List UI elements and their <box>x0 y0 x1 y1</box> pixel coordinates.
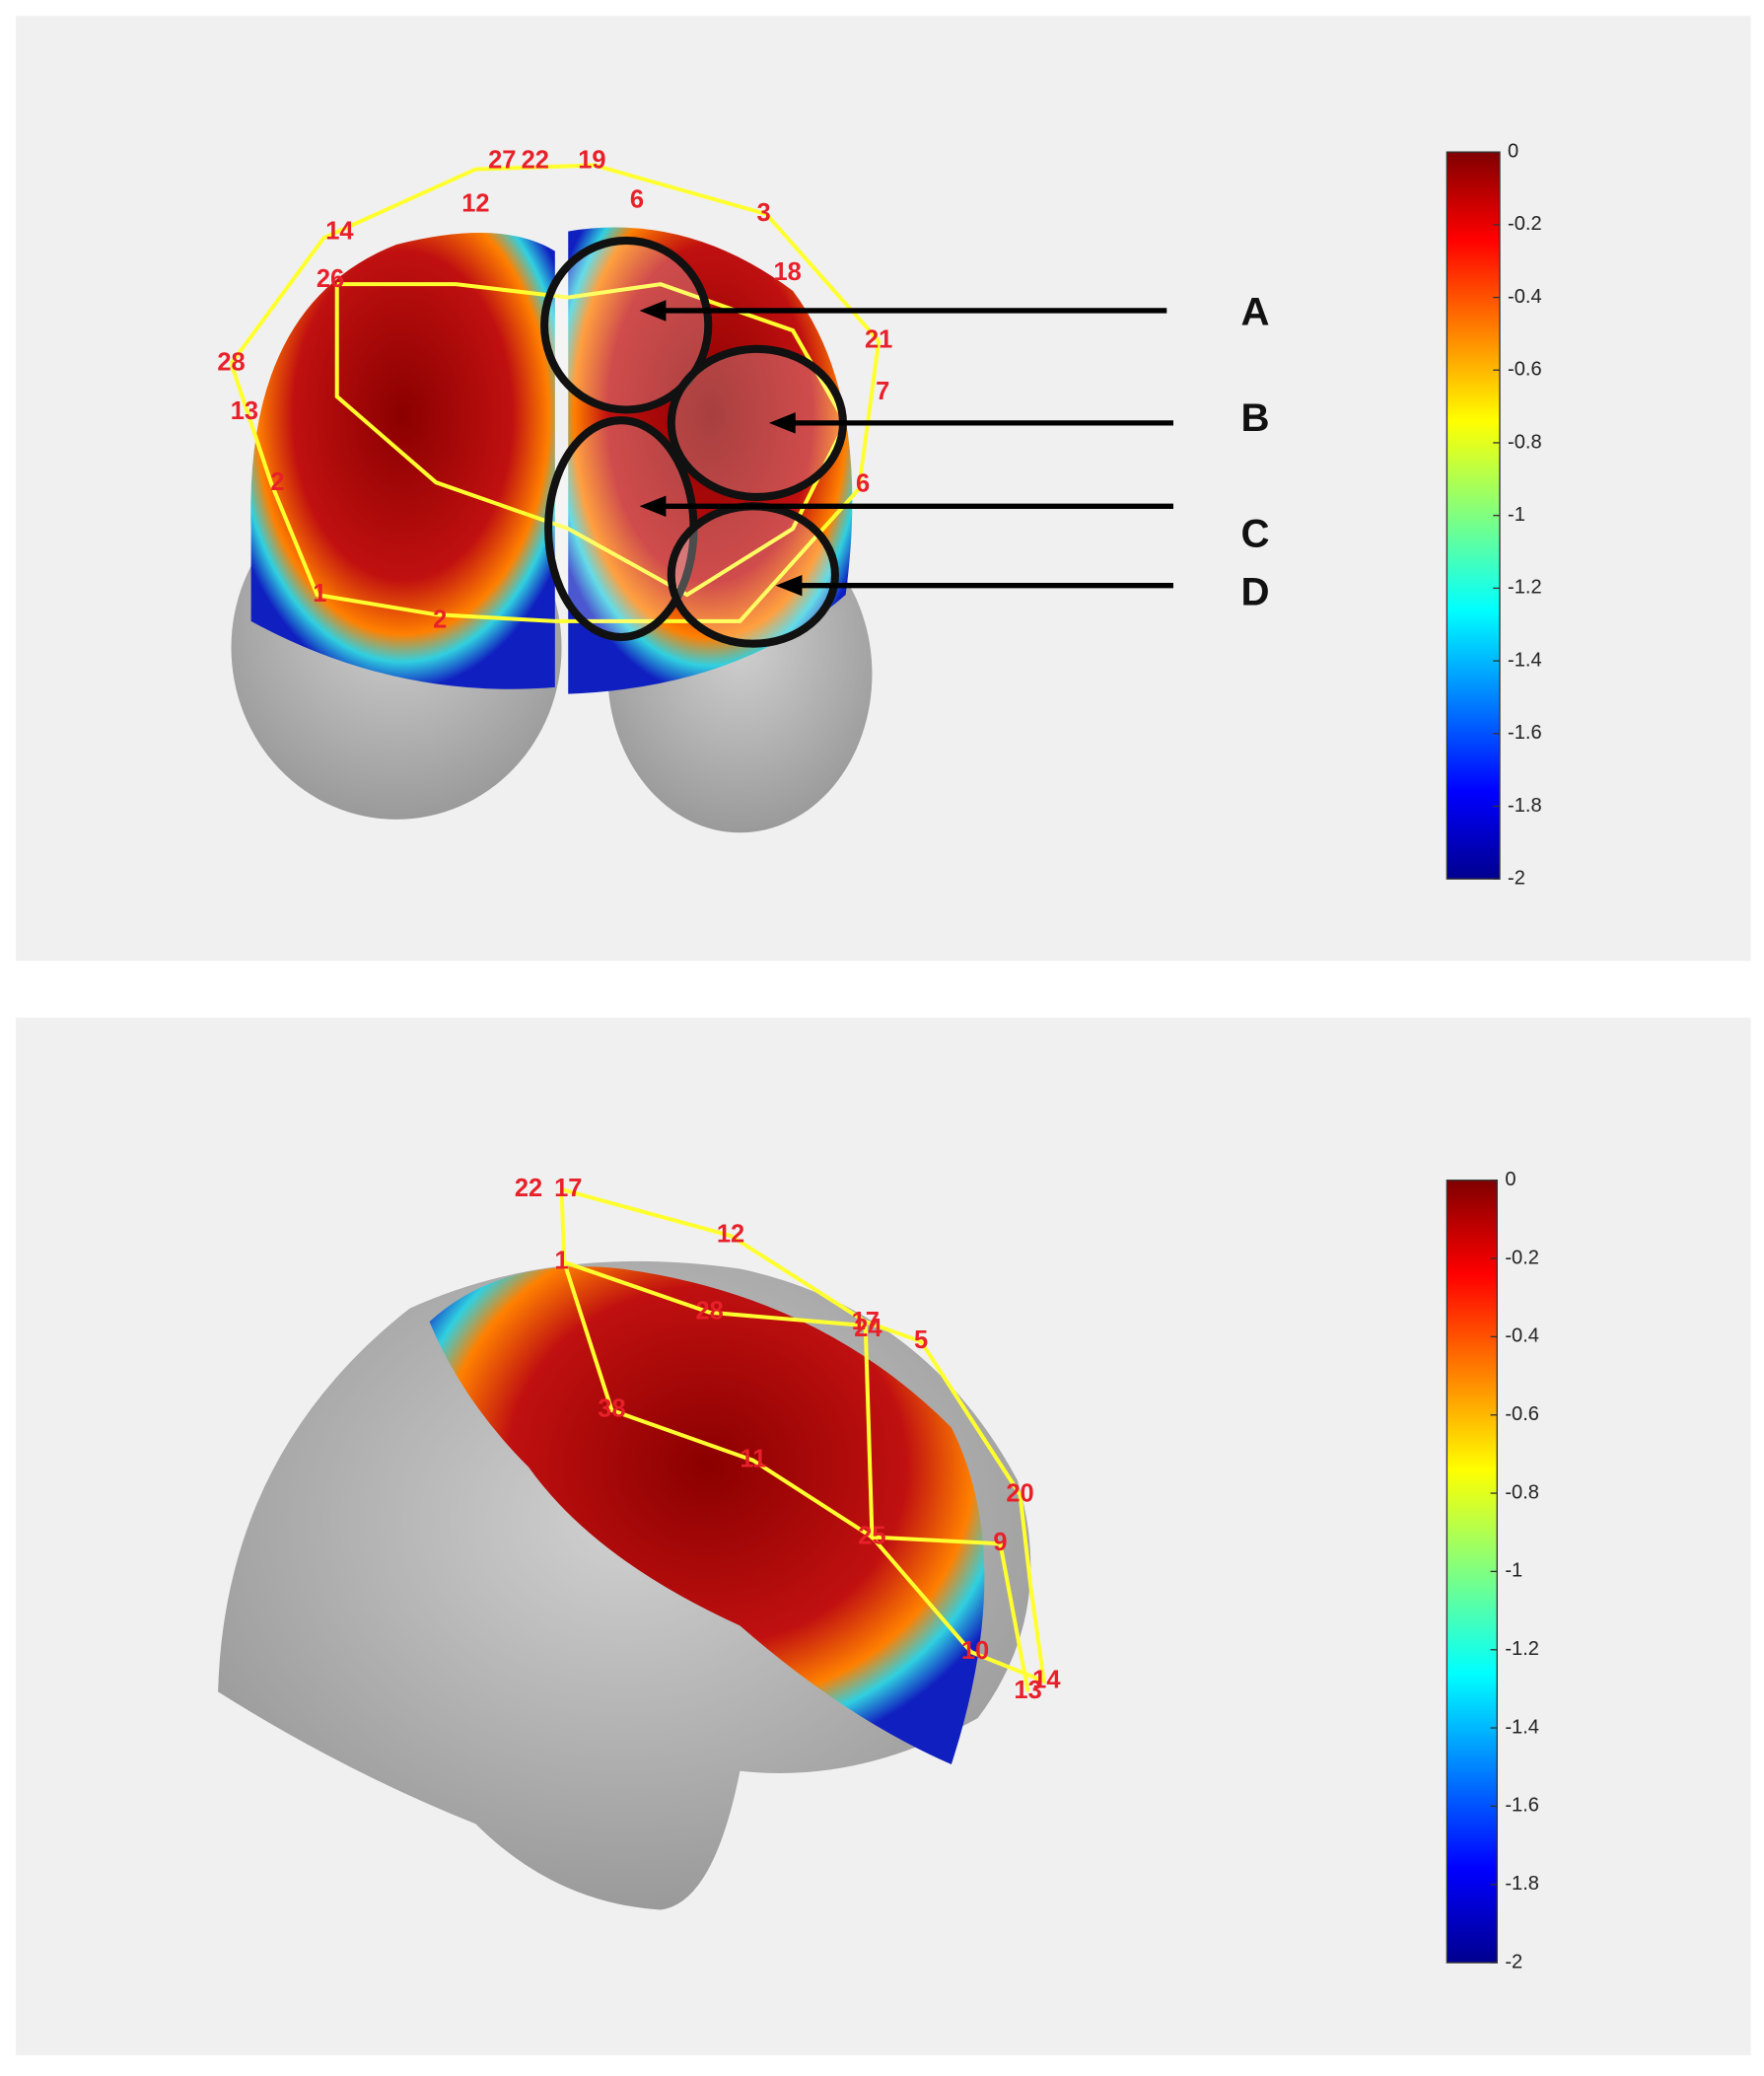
channel-label: 28 <box>217 348 245 376</box>
colorbar-tick-label: -2 <box>1505 1951 1522 1972</box>
channel-label: 38 <box>598 1396 625 1423</box>
region-label: D <box>1241 570 1270 614</box>
region-label: A <box>1241 290 1270 334</box>
channel-label: 14 <box>325 218 354 246</box>
colorbar-tick-label: -1.4 <box>1505 1716 1539 1738</box>
colorbar-tick-label: -0.2 <box>1505 1247 1539 1268</box>
colorbar <box>1446 151 1501 880</box>
colorbar-tick-label: 0 <box>1505 1169 1516 1190</box>
colorbar-tick-label: -1 <box>1508 504 1525 526</box>
colorbar-tick-label: -0.8 <box>1508 431 1542 453</box>
colorbar-tick-label: -1.6 <box>1505 1795 1539 1817</box>
colorbar-tick-label: -1.4 <box>1508 649 1542 671</box>
colorbar-tick-label: -0.8 <box>1505 1481 1539 1503</box>
region-label: C <box>1241 512 1270 556</box>
channel-label: 7 <box>876 378 889 405</box>
colorbar-tick-label: -1.8 <box>1508 795 1542 817</box>
channel-label: 12 <box>717 1221 744 1249</box>
channel-label: 17 <box>554 1175 582 1202</box>
channel-label: 19 <box>578 146 605 174</box>
channel-label: 13 <box>1014 1677 1041 1704</box>
colorbar-tick-label: -1 <box>1505 1560 1522 1582</box>
channel-label: 22 <box>515 1175 542 1202</box>
channel-label: 10 <box>961 1637 989 1665</box>
colorbar-tick-label: -0.4 <box>1505 1325 1539 1347</box>
colorbar-tick-label: -2 <box>1508 868 1525 890</box>
colorbar-tick-label: -0.4 <box>1508 286 1542 308</box>
channel-label: 27 <box>488 146 516 174</box>
colorbar-tick-label: -1.2 <box>1508 577 1542 599</box>
colorbar-tick-label: -0.2 <box>1508 213 1542 235</box>
channel-label: 2 <box>270 468 284 496</box>
channel-label: 14 <box>1032 1666 1061 1693</box>
brain-side <box>218 1187 1047 1910</box>
colorbar <box>1446 1180 1498 1964</box>
channel-label: 3 <box>756 199 770 227</box>
channel-label: 1 <box>554 1248 568 1275</box>
channel-label: 28 <box>695 1297 723 1324</box>
channel-label: 5 <box>914 1326 928 1354</box>
channel-label: 18 <box>774 258 802 286</box>
channel-label: 6 <box>630 185 644 213</box>
colorbar-tick-label: -1.2 <box>1505 1638 1539 1660</box>
channel-label: 26 <box>317 265 344 293</box>
channel-label: 22 <box>522 146 549 174</box>
colorbar-tick-label: -0.6 <box>1505 1403 1539 1425</box>
colorbar-tick-label: -1.6 <box>1508 722 1542 744</box>
colorbar-tick-label: -1.8 <box>1505 1873 1539 1895</box>
channel-label: 20 <box>1006 1479 1033 1507</box>
channel-label: 1 <box>313 580 326 608</box>
channel-label: 6 <box>856 470 870 498</box>
channel-label: 2 <box>433 607 447 634</box>
region-label: B <box>1241 395 1270 440</box>
channel-label: 17 <box>852 1308 880 1335</box>
brain-front <box>229 163 1173 833</box>
channel-label: 11 <box>740 1446 766 1473</box>
channel-label: 21 <box>865 326 892 354</box>
channel-label: 12 <box>461 189 489 217</box>
channel-label: 25 <box>858 1522 885 1549</box>
channel-label: 24 <box>854 1315 882 1342</box>
channel-label: 9 <box>993 1529 1007 1556</box>
colorbar-tick-label: -0.6 <box>1508 359 1542 381</box>
channel-label: 13 <box>231 397 258 425</box>
colorbar-tick-label: 0 <box>1508 140 1518 162</box>
